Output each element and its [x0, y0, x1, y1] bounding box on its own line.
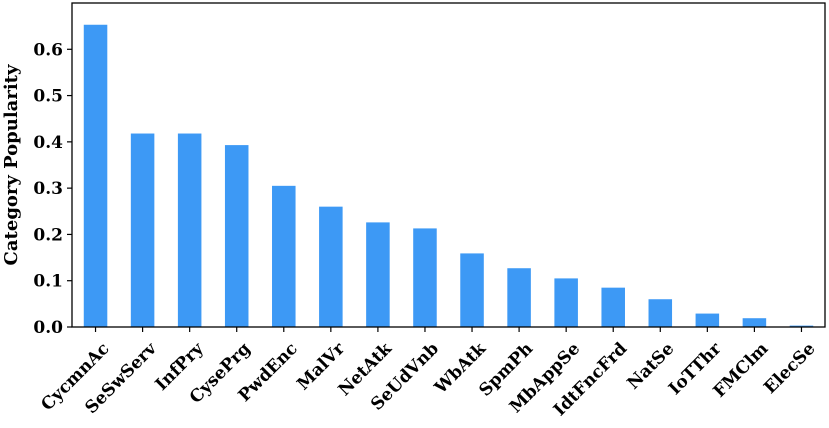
bar-cycmnac [83, 24, 108, 327]
axes-layer [71, 2, 826, 328]
bar-infpry [177, 133, 202, 327]
bar-elecse [789, 325, 814, 327]
bar-pwdenc [272, 185, 296, 327]
bar-cyseprg [224, 145, 249, 327]
plot-frame [71, 2, 826, 328]
bar-fmclm [742, 318, 767, 327]
bar-seswserv [130, 133, 155, 327]
y-axis-label: Category Popularity [1, 64, 22, 265]
y-axis-ticks: 0.0 0.1 0.2 0.3 0.4 0.5 0.6 [33, 40, 72, 338]
y-tick-label: 0.5 [33, 87, 63, 107]
bar-malvr [319, 206, 343, 327]
x-tick-label: ElecSe [760, 339, 819, 398]
y-tick-label: 0.2 [33, 225, 63, 245]
y-tick-label: 0.1 [33, 272, 63, 292]
bar-iotthr [695, 313, 720, 327]
bar-spmph [507, 268, 531, 327]
bar-natse [648, 299, 673, 327]
y-tick-label: 0.6 [33, 40, 63, 60]
bar-wbatk [460, 253, 484, 327]
y-tick-label: 0.0 [33, 318, 63, 338]
bar-mbappse [554, 278, 578, 327]
y-tick-label: 0.4 [33, 133, 63, 153]
x-axis-ticks: CycmnAcSeSwServInfPryCysePrgPwdEncMalVrN… [37, 327, 820, 420]
bar-seudvnb [413, 228, 437, 327]
bar-netatk [366, 222, 390, 327]
y-tick-label: 0.3 [33, 179, 63, 199]
bars-layer [83, 24, 814, 327]
bar-idtfncfrd [601, 287, 625, 327]
